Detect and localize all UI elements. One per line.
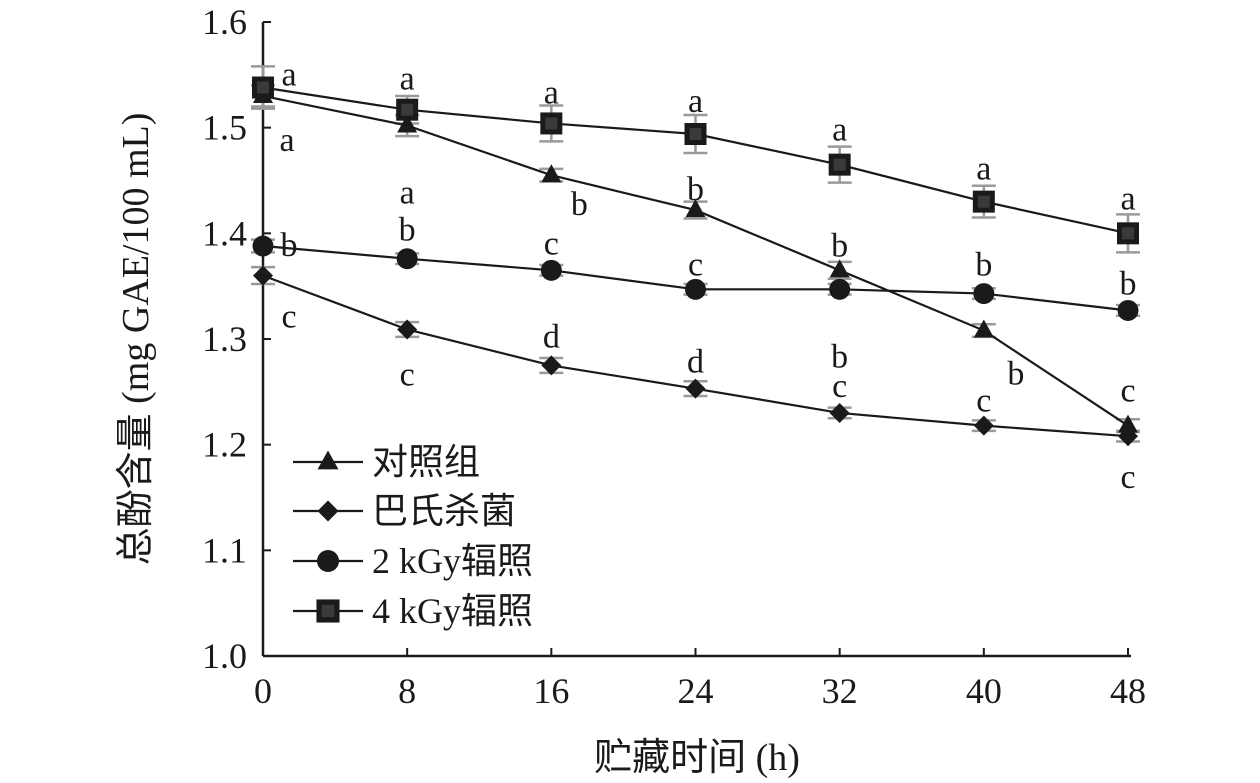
data-point: [685, 278, 706, 300]
y-tick-label: 1.0: [202, 636, 247, 676]
data-point: [685, 199, 706, 218]
significance-letter: a: [976, 151, 991, 188]
significance-letter: c: [400, 356, 415, 393]
significance-letter: b: [975, 247, 992, 284]
data-point: [828, 153, 851, 176]
data-point: [540, 259, 562, 281]
x-axis-title: 贮藏时间 (h): [594, 737, 800, 779]
data-point: [685, 378, 706, 399]
legend-marker: [317, 500, 339, 522]
significance-letter: c: [1120, 459, 1135, 496]
data-point: [973, 415, 994, 436]
y-axis-title: 总酚含量 (mg GAE/100 mL): [115, 113, 157, 566]
y-ticks: 1.0 1.1 1.2 1.3 1.4 1.5 1.6: [202, 2, 271, 676]
x-ticks: 0 8 16 24 32 40 48: [254, 648, 1146, 711]
significance-letter: c: [544, 225, 559, 262]
significance-letter: b: [1120, 265, 1137, 302]
data-point: [1118, 414, 1138, 433]
data-point: [1118, 426, 1138, 447]
legend-label: 巴氏杀菌: [372, 491, 516, 531]
significance-letter: b: [831, 338, 848, 375]
y-tick-label: 1.2: [202, 425, 247, 465]
x-tick-label: 8: [398, 671, 416, 711]
significance-letter: a: [544, 74, 559, 111]
significance-letter: b: [571, 186, 588, 223]
significance-letter: d: [543, 318, 560, 355]
significance-letter: b: [399, 212, 416, 249]
legend-item: 对照组: [293, 442, 480, 482]
y-tick-label: 1.6: [202, 2, 247, 42]
series-markers: [252, 76, 1139, 447]
significance-letter: c: [832, 368, 847, 405]
data-point: [829, 278, 851, 300]
data-point: [396, 248, 418, 270]
data-point: [829, 402, 850, 423]
significance-letter: c: [976, 383, 991, 420]
data-point: [829, 259, 850, 278]
significance-letter: c: [688, 246, 703, 283]
data-point: [397, 319, 418, 340]
x-tick-label: 48: [1110, 671, 1146, 711]
significance-letter: b: [281, 227, 298, 264]
y-tick-label: 1.5: [202, 108, 247, 148]
data-point: [540, 112, 563, 135]
x-tick-label: 0: [254, 671, 272, 711]
data-point: [973, 319, 994, 338]
legend-label: 4 kGy辐照: [372, 591, 533, 631]
y-tick-label: 1.3: [202, 319, 247, 359]
y-tick-label: 1.1: [202, 530, 247, 570]
data-point: [1117, 299, 1139, 321]
significance-letter: b: [831, 227, 848, 264]
legend-marker: [317, 450, 339, 470]
legend-item: 巴氏杀菌: [293, 491, 516, 531]
significance-letter: a: [400, 61, 415, 98]
legend-label: 对照组: [372, 442, 480, 482]
significance-letter: a: [281, 57, 296, 94]
legend-marker: [316, 549, 340, 573]
significance-letter: a: [832, 112, 847, 149]
significance-letter: a: [1120, 180, 1135, 217]
significance-letter: d: [687, 344, 704, 381]
legend-item: 2 kGy辐照: [293, 541, 533, 581]
significance-letter: c: [281, 299, 296, 336]
data-point: [252, 235, 274, 257]
x-tick-label: 24: [678, 671, 714, 711]
data-point: [973, 283, 995, 305]
significance-letter: b: [1007, 356, 1024, 393]
legend-label: 2 kGy辐照: [372, 541, 533, 581]
legend-marker: [316, 599, 340, 623]
data-point: [253, 265, 273, 286]
data-point: [1117, 222, 1139, 245]
significance-letter: c: [1120, 373, 1135, 410]
data-point: [541, 355, 562, 376]
legend-item: 4 kGy辐照: [293, 591, 533, 631]
x-tick-label: 16: [533, 671, 569, 711]
y-tick-label: 1.4: [202, 213, 247, 253]
significance-letter: a: [688, 83, 703, 120]
data-point: [684, 123, 707, 146]
data-point: [397, 114, 418, 133]
data-point: [972, 190, 995, 213]
data-point: [396, 98, 419, 121]
data-point: [541, 164, 562, 183]
significance-letter: b: [687, 171, 704, 208]
x-tick-label: 32: [822, 671, 858, 711]
significance-letter: a: [279, 122, 294, 159]
significance-letter: a: [400, 175, 415, 212]
data-point: [252, 76, 274, 99]
x-tick-label: 40: [966, 671, 1002, 711]
